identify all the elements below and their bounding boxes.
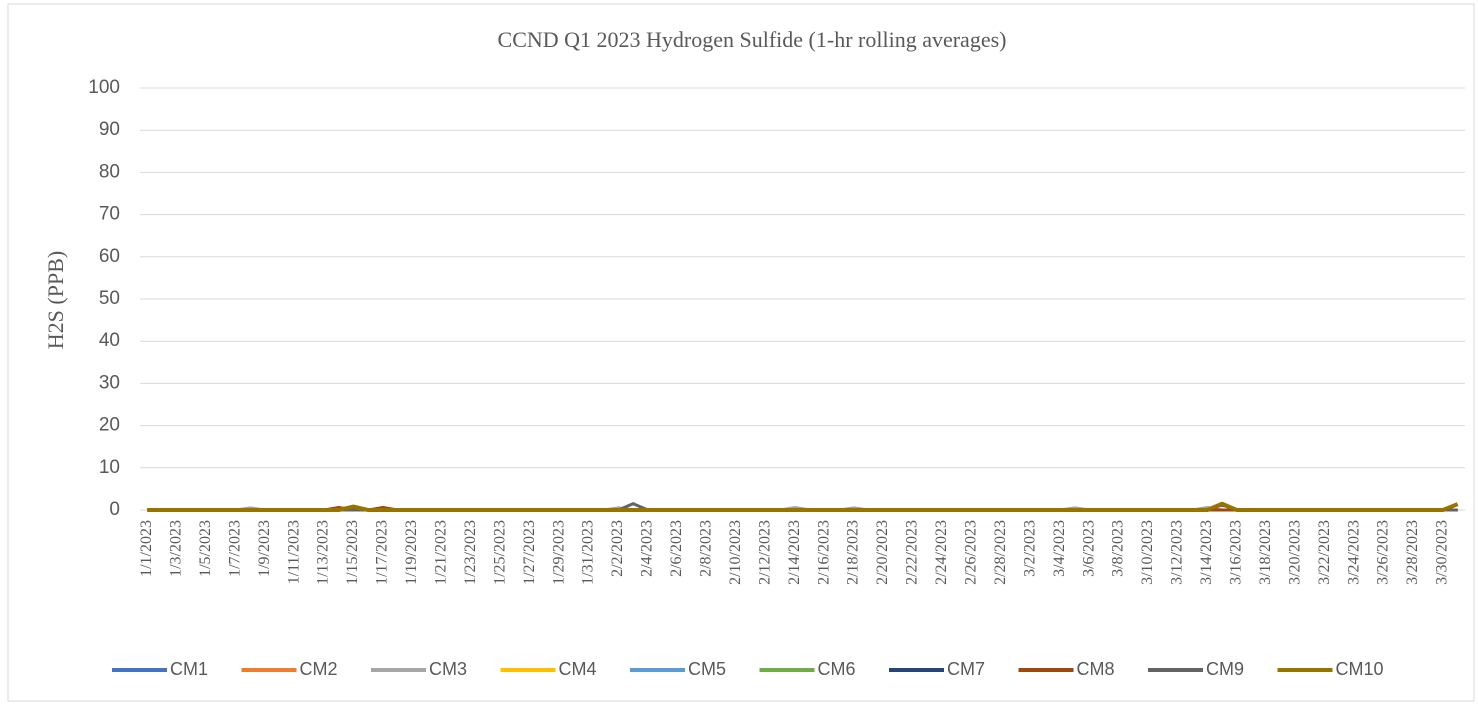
x-tick-label: 1/29/2023 (550, 520, 567, 585)
x-tick-label: 1/23/2023 (462, 520, 479, 585)
x-tick-label: 2/2/2023 (609, 520, 626, 577)
x-tick-label: 1/1/2023 (138, 520, 155, 577)
x-tick-label: 2/16/2023 (815, 520, 832, 585)
legend-label: CM9 (1206, 659, 1244, 679)
legend-label: CM4 (559, 659, 597, 679)
chart-title: CCND Q1 2023 Hydrogen Sulfide (1-hr roll… (498, 27, 1007, 52)
y-tick-label: 20 (99, 415, 120, 436)
x-tick-label: 1/15/2023 (344, 520, 361, 585)
x-tick-label: 2/24/2023 (933, 520, 950, 585)
x-tick-label: 3/30/2023 (1434, 520, 1451, 585)
legend-label: CM5 (688, 659, 726, 679)
x-tick-label: 3/16/2023 (1227, 520, 1244, 585)
x-tick-label: 1/5/2023 (197, 520, 214, 577)
x-tick-label: 3/10/2023 (1139, 520, 1156, 585)
x-tick-label: 1/25/2023 (491, 520, 508, 585)
x-tick-label: 1/3/2023 (167, 520, 184, 577)
x-tick-label: 1/27/2023 (521, 520, 538, 585)
x-tick-label: 1/7/2023 (226, 520, 243, 577)
x-tick-label: 2/18/2023 (845, 520, 862, 585)
x-tick-label: 1/19/2023 (403, 520, 420, 585)
x-tick-label: 2/26/2023 (962, 520, 979, 585)
legend-label: CM10 (1336, 659, 1384, 679)
x-tick-label: 3/26/2023 (1375, 520, 1392, 585)
x-tick-label: 3/28/2023 (1404, 520, 1421, 585)
y-tick-label: 40 (99, 330, 120, 351)
x-tick-label: 1/9/2023 (256, 520, 273, 577)
x-tick-label: 3/6/2023 (1080, 520, 1097, 577)
y-tick-label: 70 (99, 204, 120, 225)
x-tick-label: 2/12/2023 (756, 520, 773, 585)
y-tick-label: 90 (99, 119, 120, 140)
x-tick-label: 3/18/2023 (1257, 520, 1274, 585)
y-tick-label: 30 (99, 372, 120, 393)
x-tick-label: 3/2/2023 (1021, 520, 1038, 577)
y-tick-label: 100 (88, 77, 120, 98)
x-tick-label: 2/22/2023 (904, 520, 921, 585)
x-tick-label: 3/12/2023 (1169, 520, 1186, 585)
x-tick-label: 1/21/2023 (432, 520, 449, 585)
series-line (147, 501, 1459, 512)
x-tick-label: 3/4/2023 (1051, 520, 1068, 577)
x-tick-label: 2/20/2023 (874, 520, 891, 585)
legend-label: CM2 (300, 659, 338, 679)
y-tick-label: 50 (99, 288, 120, 309)
x-tick-label: 3/14/2023 (1198, 520, 1215, 585)
x-tick-label: 2/10/2023 (727, 520, 744, 585)
legend-label: CM6 (818, 659, 856, 679)
legend-label: CM8 (1077, 659, 1115, 679)
x-tick-label: 2/28/2023 (992, 520, 1009, 585)
x-tick-label: 2/6/2023 (668, 520, 685, 577)
x-tick-label: 1/13/2023 (315, 520, 332, 585)
x-tick-label: 3/20/2023 (1286, 520, 1303, 585)
y-tick-label: 0 (109, 499, 120, 520)
x-tick-label: 2/14/2023 (786, 520, 803, 585)
x-tick-label: 2/8/2023 (697, 520, 714, 577)
x-tick-label: 1/31/2023 (580, 520, 597, 585)
x-tick-label: 1/17/2023 (374, 520, 391, 585)
y-tick-label: 80 (99, 161, 120, 182)
y-tick-label: 60 (99, 246, 120, 267)
y-axis-label: H2S (PPB) (43, 251, 68, 349)
x-tick-label: 3/8/2023 (1110, 520, 1127, 577)
y-tick-label: 10 (99, 457, 120, 478)
legend-label: CM3 (429, 659, 467, 679)
x-tick-label: 3/24/2023 (1345, 520, 1362, 585)
x-tick-label: 2/4/2023 (639, 520, 656, 577)
x-tick-label: 3/22/2023 (1316, 520, 1333, 585)
legend-label: CM7 (947, 659, 985, 679)
chart-frame (7, 3, 1475, 702)
legend-label: CM1 (170, 659, 208, 679)
x-tick-label: 1/11/2023 (285, 520, 302, 584)
